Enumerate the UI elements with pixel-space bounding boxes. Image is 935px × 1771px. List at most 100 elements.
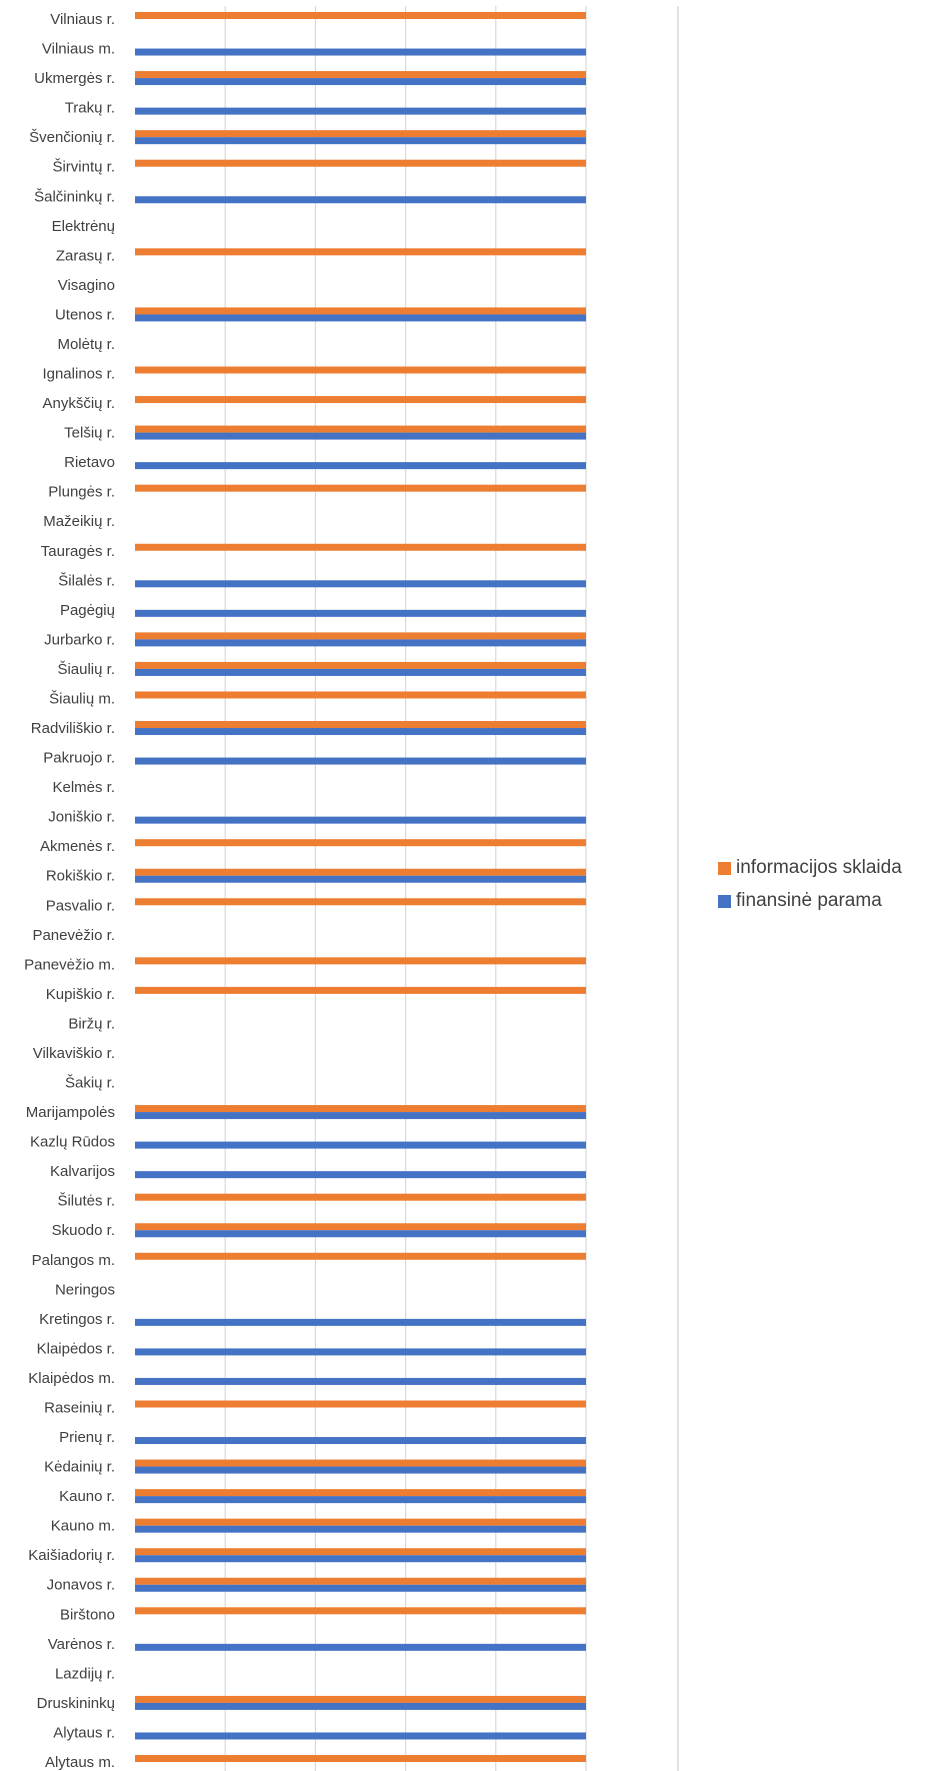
category-label: Vilniaus r. [50,11,115,28]
bar-finansine-parama [135,1496,586,1504]
category-label: Raseinių r. [44,1399,115,1416]
bar-informacijos-sklaida [135,248,586,256]
category-label: Anykščių r. [42,395,115,412]
bar-informacijos-sklaida [135,1577,586,1585]
bar-informacijos-sklaida [135,957,586,965]
bar-finansine-parama [135,609,586,617]
bar-finansine-parama [135,1230,586,1238]
category-label: Alytaus m. [45,1754,115,1771]
category-label: Zarasų r. [56,247,115,264]
bar-finansine-parama [135,1141,586,1149]
bar-informacijos-sklaida [135,130,586,138]
bar-informacijos-sklaida [135,159,586,167]
bar-informacijos-sklaida [135,898,586,906]
bar-finansine-parama [135,48,586,56]
category-label: Klaipėdos r. [37,1340,115,1357]
legend-label: informacijos sklaida [736,857,902,878]
bar-finansine-parama [135,1643,586,1651]
bar-finansine-parama [135,580,586,588]
bar-finansine-parama [135,816,586,824]
bar-finansine-parama [135,1525,586,1533]
category-label: Kaišiadorių r. [28,1547,115,1564]
bar-finansine-parama [135,1318,586,1326]
bar-finansine-parama [135,728,586,736]
bar-informacijos-sklaida [135,1607,586,1615]
category-label: Švenčionių r. [29,129,115,146]
category-label: Lazdijų r. [55,1665,115,1682]
legend-swatch-orange [718,861,731,875]
category-label: Radviliškio r. [31,720,115,737]
bar-finansine-parama [135,314,586,322]
category-label: Trakų r. [65,100,115,117]
category-label: Joniškio r. [48,809,115,826]
bar-finansine-parama [135,107,586,115]
bar-informacijos-sklaida [135,425,586,433]
bar-finansine-parama [135,875,586,883]
bars [135,12,586,1762]
category-label: Kalvarijos [50,1163,115,1180]
category-label: Utenos r. [55,306,115,323]
category-label: Rietavo [64,454,115,471]
bar-informacijos-sklaida [135,1489,586,1497]
legend-item-informacijos-sklaida: informacijos sklaida [718,856,902,880]
category-label: Telšių r. [64,425,115,442]
category-label: Mažeikių r. [43,513,115,530]
category-label: Kauno r. [59,1488,115,1505]
bar-informacijos-sklaida [135,1755,586,1762]
legend-swatch-blue [718,894,731,908]
bar-informacijos-sklaida [135,691,586,699]
category-label: Tauragės r. [41,543,115,560]
category-label: Šiaulių r. [57,661,115,678]
category-label: Elektrėnų [52,218,115,235]
bar-finansine-parama [135,1584,586,1592]
bar-informacijos-sklaida [135,1223,586,1231]
category-label: Alytaus r. [53,1724,115,1741]
category-label: Pagėgių [60,602,115,619]
category-label: Šilutės r. [57,1193,115,1210]
category-label: Kazlų Rūdos [30,1134,115,1151]
category-label: Ignalinos r. [42,366,115,383]
bar-informacijos-sklaida [135,1459,586,1467]
category-label: Biržų r. [68,1015,115,1032]
bar-finansine-parama [135,1732,586,1740]
category-label: Šakių r. [65,1075,115,1092]
bar-finansine-parama [135,1112,586,1120]
bar-finansine-parama [135,462,586,470]
bar-finansine-parama [135,1348,586,1356]
bar-informacijos-sklaida [135,661,586,669]
category-label: Birštono [60,1606,115,1623]
bar-finansine-parama [135,668,586,676]
bar-informacijos-sklaida [135,71,586,79]
category-label: Molėtų r. [57,336,115,353]
bar-informacijos-sklaida [135,1252,586,1260]
category-label: Pasvalio r. [46,897,115,914]
bar-finansine-parama [135,1437,586,1445]
bar-informacijos-sklaida [135,839,586,847]
bar-informacijos-sklaida [135,1105,586,1113]
bar-informacijos-sklaida [135,307,586,315]
bar-informacijos-sklaida [135,1193,586,1201]
bar-finansine-parama [135,639,586,647]
bar-informacijos-sklaida [135,1695,586,1703]
bar-informacijos-sklaida [135,484,586,492]
category-label: Kauno m. [51,1518,115,1535]
category-label: Kupiškio r. [46,986,115,1003]
category-label: Šiaulių m. [49,690,115,707]
bar-informacijos-sklaida [135,868,586,876]
bar-finansine-parama [135,1466,586,1474]
category-label: Varėnos r. [48,1636,115,1653]
bar-informacijos-sklaida [135,721,586,729]
bar-informacijos-sklaida [135,396,586,404]
category-label: Vilniaus m. [42,41,115,58]
category-label: Kretingos r. [39,1311,115,1328]
bar-informacijos-sklaida [135,632,586,640]
category-label: Šalčininkų r. [34,188,115,205]
category-label: Neringos [55,1281,115,1298]
category-label: Jurbarko r. [44,631,115,648]
bar-finansine-parama [135,757,586,765]
bar-finansine-parama [135,137,586,145]
legend: informacijos sklaida finansinė parama [718,856,902,922]
category-label: Prienų r. [59,1429,115,1446]
bar-informacijos-sklaida [135,543,586,551]
bar-finansine-parama [135,1171,586,1179]
